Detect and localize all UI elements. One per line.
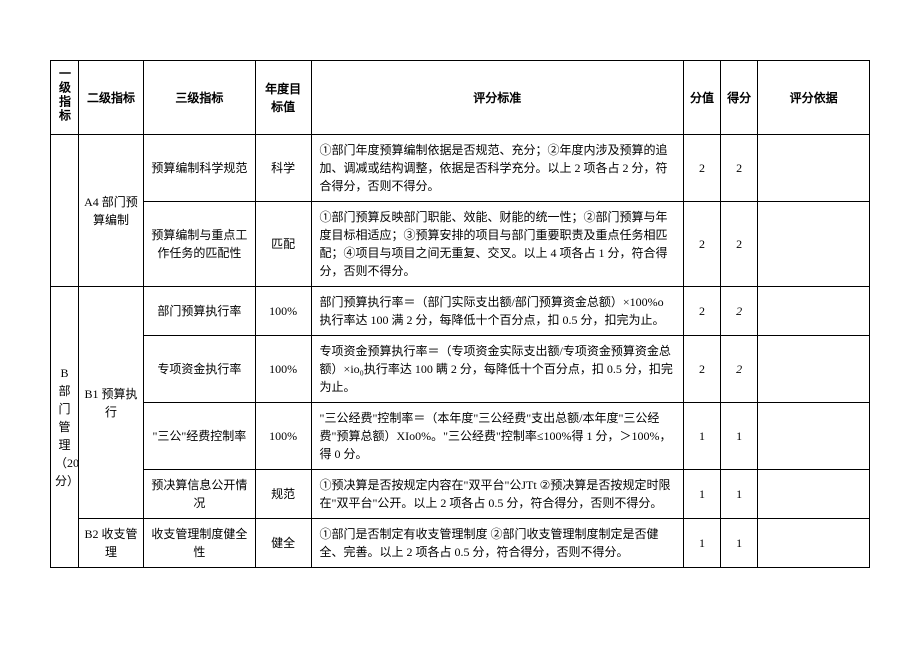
header-lvl2: 二级指标	[78, 61, 143, 135]
criteria-cell: "三公经费"控制率＝（本年度"三公经费"支出总额/本年度"三公经费"预算总额）X…	[311, 403, 683, 470]
points-cell: 1	[683, 519, 720, 568]
lvl3-cell: 专项资金执行率	[144, 336, 256, 403]
target-cell: 匹配	[255, 202, 311, 287]
basis-cell	[758, 202, 870, 287]
basis-cell	[758, 336, 870, 403]
lvl3-cell: 部门预算执行率	[144, 287, 256, 336]
header-row: 一级指标 二级指标 三级指标 年度目标值 评分标准 分值 得分 评分依据	[51, 61, 870, 135]
table-row: 预算编制与重点工作任务的匹配性 匹配 ①部门预算反映部门职能、效能、财能的统一性…	[51, 202, 870, 287]
basis-cell	[758, 519, 870, 568]
points-cell: 2	[683, 135, 720, 202]
lvl3-cell: 收支管理制度健全性	[144, 519, 256, 568]
criteria-cell: ①预决算是否按规定内容在"双平台"公JTt ②预决算是否按规定时限在"双平台"公…	[311, 470, 683, 519]
lvl3-cell: 预算编制与重点工作任务的匹配性	[144, 202, 256, 287]
table-row: "三公"经费控制率 100% "三公经费"控制率＝（本年度"三公经费"支出总额/…	[51, 403, 870, 470]
header-basis: 评分依据	[758, 61, 870, 135]
lvl2-cell: B1 预算执行	[78, 287, 143, 519]
table-row: 预决算信息公开情况 规范 ①预决算是否按规定内容在"双平台"公JTt ②预决算是…	[51, 470, 870, 519]
table-row: A4 部门预算编制 预算编制科学规范 科学 ①部门年度预算编制依据是否规范、充分…	[51, 135, 870, 202]
header-points: 分值	[683, 61, 720, 135]
header-criteria: 评分标准	[311, 61, 683, 135]
header-lvl1: 一级指标	[51, 61, 79, 135]
lvl3-cell: 预算编制科学规范	[144, 135, 256, 202]
score-cell: 2	[721, 287, 758, 336]
points-cell: 1	[683, 403, 720, 470]
score-cell: 1	[721, 519, 758, 568]
target-cell: 100%	[255, 287, 311, 336]
table-row: B2 收支管理 收支管理制度健全性 健全 ①部门是否制定有收支管理制度 ②部门收…	[51, 519, 870, 568]
criteria-cell: ①部门年度预算编制依据是否规范、充分；②年度内涉及预算的追加、调减或结构调整，依…	[311, 135, 683, 202]
lvl2-cell: B2 收支管理	[78, 519, 143, 568]
points-cell: 2	[683, 287, 720, 336]
basis-cell	[758, 403, 870, 470]
criteria-cell: 部门预算执行率＝（部门实际支出额/部门预算资金总额）×100%o 执行率达 10…	[311, 287, 683, 336]
score-cell: 1	[721, 403, 758, 470]
target-cell: 100%	[255, 336, 311, 403]
points-cell: 2	[683, 336, 720, 403]
target-cell: 健全	[255, 519, 311, 568]
lvl2-cell: A4 部门预算编制	[78, 135, 143, 287]
lvl3-cell: "三公"经费控制率	[144, 403, 256, 470]
header-lvl3: 三级指标	[144, 61, 256, 135]
header-target: 年度目标值	[255, 61, 311, 135]
points-cell: 2	[683, 202, 720, 287]
table-row: B 部门管理（20分） B1 预算执行 部门预算执行率 100% 部门预算执行率…	[51, 287, 870, 336]
lvl1-cell	[51, 135, 79, 287]
lvl3-cell: 预决算信息公开情况	[144, 470, 256, 519]
evaluation-table: 一级指标 二级指标 三级指标 年度目标值 评分标准 分值 得分 评分依据 A4 …	[50, 60, 870, 568]
header-score: 得分	[721, 61, 758, 135]
score-cell: 2	[721, 202, 758, 287]
table-row: 专项资金执行率 100% 专项资金预算执行率＝（专项资金实际支出额/专项资金预算…	[51, 336, 870, 403]
score-cell: 1	[721, 470, 758, 519]
basis-cell	[758, 470, 870, 519]
criteria-cell: ①部门预算反映部门职能、效能、财能的统一性；②部门预算与年度目标相适应；③预算安…	[311, 202, 683, 287]
target-cell: 100%	[255, 403, 311, 470]
table-body: A4 部门预算编制 预算编制科学规范 科学 ①部门年度预算编制依据是否规范、充分…	[51, 135, 870, 568]
criteria-cell: 专项资金预算执行率＝（专项资金实际支出额/专项资金预算资金总额）×io₀执行率达…	[311, 336, 683, 403]
score-cell: 2	[721, 135, 758, 202]
basis-cell	[758, 135, 870, 202]
lvl1-cell: B 部门管理（20分）	[51, 287, 79, 568]
score-cell: 2	[721, 336, 758, 403]
target-cell: 科学	[255, 135, 311, 202]
points-cell: 1	[683, 470, 720, 519]
basis-cell	[758, 287, 870, 336]
target-cell: 规范	[255, 470, 311, 519]
criteria-cell: ①部门是否制定有收支管理制度 ②部门收支管理制度制定是否健全、完善。以上 2 项…	[311, 519, 683, 568]
